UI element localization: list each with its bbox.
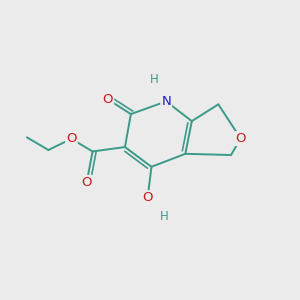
Text: O: O	[103, 93, 113, 106]
Text: O: O	[66, 132, 76, 145]
Text: N: N	[161, 95, 171, 108]
Text: O: O	[236, 132, 246, 145]
Text: H: H	[160, 210, 169, 223]
Text: H: H	[150, 73, 159, 86]
Text: O: O	[142, 191, 153, 204]
Text: O: O	[81, 176, 92, 189]
